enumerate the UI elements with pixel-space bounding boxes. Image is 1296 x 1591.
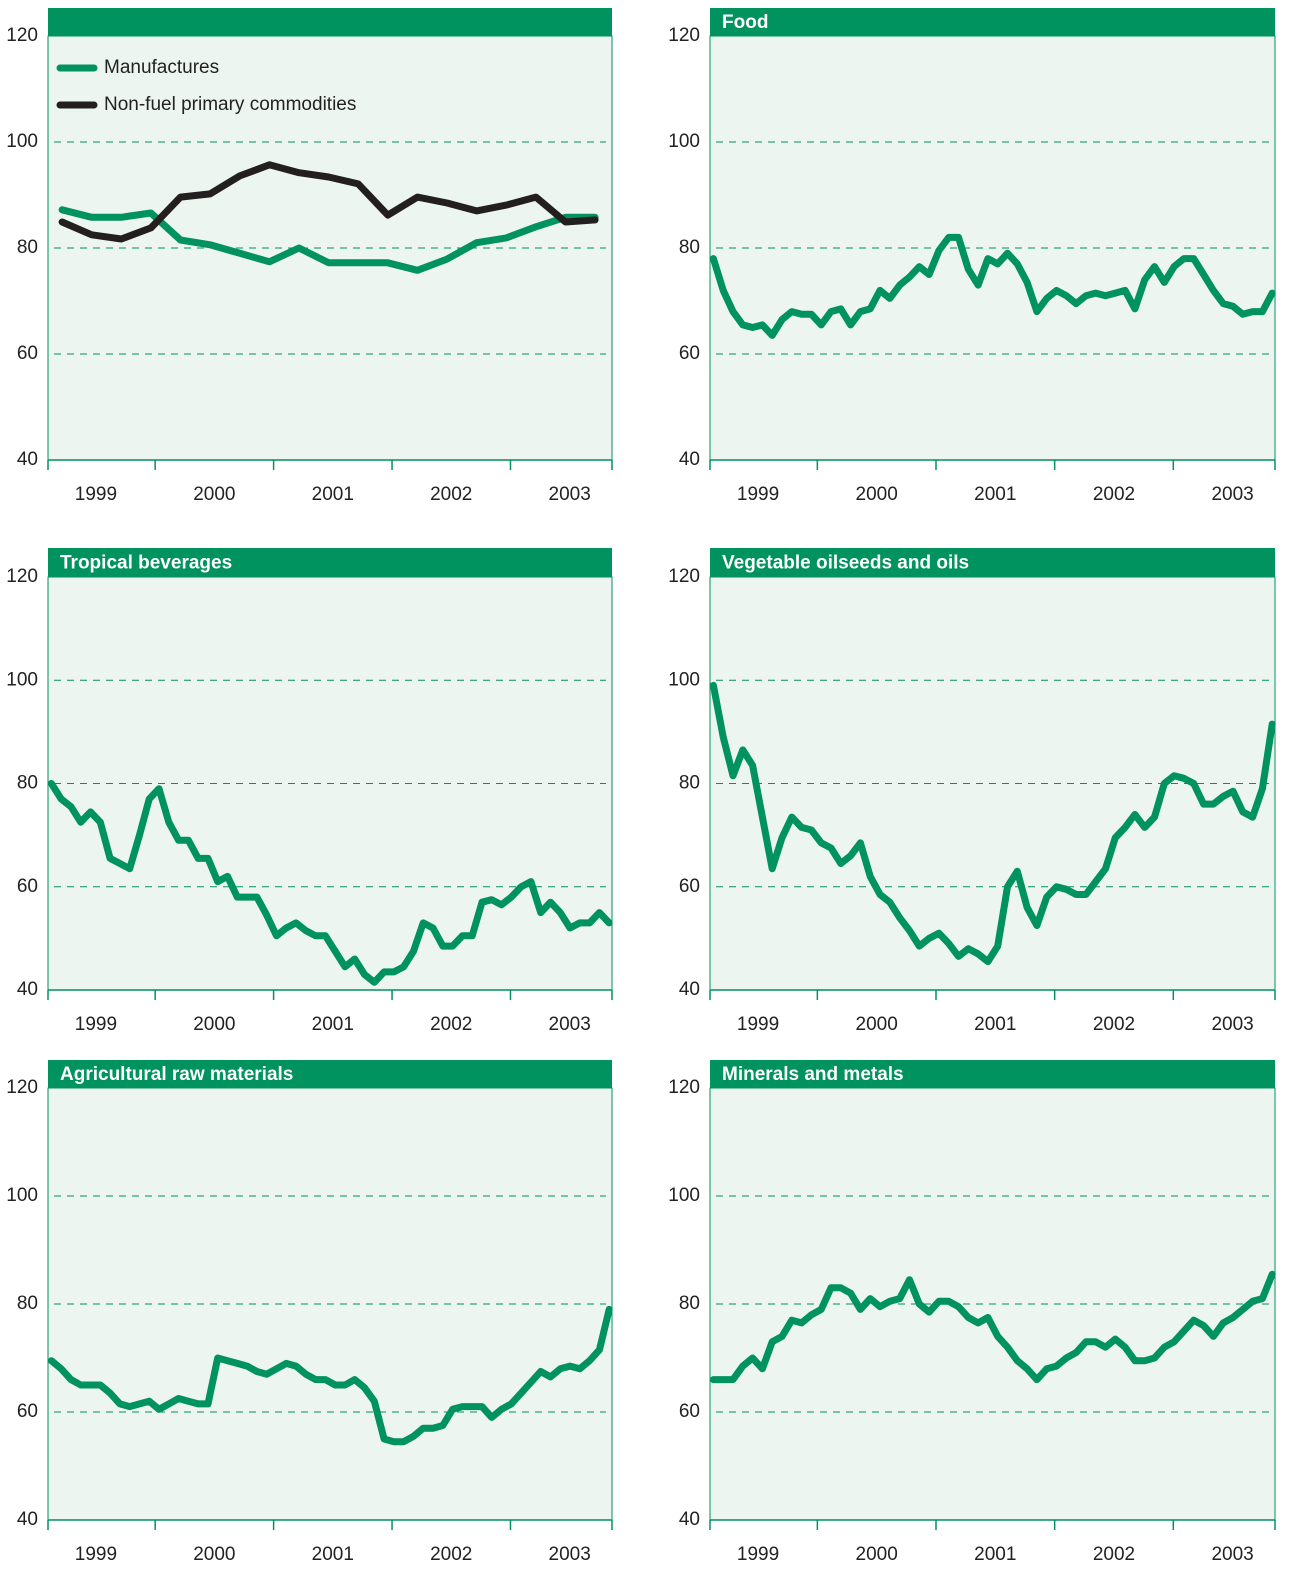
y-tick-label: 100 xyxy=(6,131,38,152)
y-tick-label: 60 xyxy=(17,876,38,897)
y-tick-label: 40 xyxy=(17,979,38,1000)
y-tick-label: 40 xyxy=(679,449,700,470)
panel-header xyxy=(710,548,1275,577)
data-line xyxy=(709,1270,1276,1384)
x-tick-label: 2000 xyxy=(856,1014,898,1035)
x-tick-label: 1999 xyxy=(75,484,117,505)
data-line xyxy=(58,161,599,243)
data-line xyxy=(58,206,599,274)
x-tick-label: 1999 xyxy=(737,484,779,505)
x-tick-label: 1999 xyxy=(737,1544,779,1565)
y-tick-label: 40 xyxy=(17,1509,38,1530)
panel-title: Agricultural raw materials xyxy=(60,1064,293,1085)
y-tick-label: 60 xyxy=(17,343,38,364)
panel-title: Food xyxy=(722,12,768,33)
y-tick-label: 120 xyxy=(668,1077,700,1098)
panel-header xyxy=(48,1060,612,1088)
x-tick-label: 2003 xyxy=(549,1544,591,1565)
x-tick-label: 2002 xyxy=(430,1014,472,1035)
x-tick-label: 2001 xyxy=(974,1014,1016,1035)
x-tick-label: 2000 xyxy=(193,1014,235,1035)
data-line xyxy=(709,681,1276,966)
x-tick-label: 1999 xyxy=(75,1014,117,1035)
panel-title: Minerals and metals xyxy=(722,1064,904,1085)
y-tick-label: 80 xyxy=(679,237,700,258)
y-tick-label: 120 xyxy=(668,25,700,46)
y-tick-label: 40 xyxy=(679,979,700,1000)
y-tick-label: 120 xyxy=(6,1077,38,1098)
y-tick-label: 80 xyxy=(17,1293,38,1314)
y-tick-label: 60 xyxy=(679,343,700,364)
y-tick-label: 60 xyxy=(679,1401,700,1422)
x-tick-label: 2003 xyxy=(1211,484,1253,505)
y-tick-label: 100 xyxy=(6,669,38,690)
y-tick-label: 60 xyxy=(17,1401,38,1422)
x-tick-label: 2000 xyxy=(193,1544,235,1565)
x-tick-label: 2001 xyxy=(312,1014,354,1035)
x-tick-label: 2001 xyxy=(312,1544,354,1565)
x-tick-label: 2002 xyxy=(430,484,472,505)
panel-header xyxy=(48,8,612,36)
y-tick-label: 40 xyxy=(679,1509,700,1530)
x-tick-label: 2002 xyxy=(430,1544,472,1565)
y-tick-label: 100 xyxy=(668,1185,700,1206)
y-tick-label: 80 xyxy=(679,773,700,794)
x-tick-label: 2003 xyxy=(549,1014,591,1035)
x-tick-label: 2000 xyxy=(856,484,898,505)
x-tick-label: 2003 xyxy=(549,484,591,505)
panel-header xyxy=(710,1060,1275,1088)
panel-header xyxy=(48,548,612,577)
y-tick-label: 80 xyxy=(679,1293,700,1314)
y-tick-label: 120 xyxy=(6,566,38,587)
y-tick-label: 120 xyxy=(6,25,38,46)
y-tick-label: 40 xyxy=(17,449,38,470)
data-line xyxy=(47,1305,613,1446)
y-tick-label: 60 xyxy=(679,876,700,897)
y-tick-label: 100 xyxy=(668,669,700,690)
panel-title: Tropical beverages xyxy=(60,553,232,574)
y-tick-label: 100 xyxy=(6,1185,38,1206)
x-tick-label: 2002 xyxy=(1093,1014,1135,1035)
y-tick-label: 80 xyxy=(17,237,38,258)
x-tick-label: 2001 xyxy=(312,484,354,505)
panel-title: Vegetable oilseeds and oils xyxy=(722,553,969,574)
x-tick-label: 1999 xyxy=(75,1544,117,1565)
y-tick-label: 120 xyxy=(668,566,700,587)
x-tick-label: 1999 xyxy=(737,1014,779,1035)
x-tick-label: 2000 xyxy=(193,484,235,505)
data-line xyxy=(709,233,1276,339)
data-line xyxy=(47,780,613,986)
x-tick-label: 2003 xyxy=(1211,1014,1253,1035)
x-tick-label: 2001 xyxy=(974,484,1016,505)
y-tick-label: 100 xyxy=(668,131,700,152)
panel-header xyxy=(710,8,1275,36)
x-tick-label: 2002 xyxy=(1093,1544,1135,1565)
x-tick-label: 2000 xyxy=(856,1544,898,1565)
legend-label: Non-fuel primary commodities xyxy=(104,94,356,115)
x-tick-label: 2001 xyxy=(974,1544,1016,1565)
x-tick-label: 2002 xyxy=(1093,484,1135,505)
x-tick-label: 2003 xyxy=(1211,1544,1253,1565)
legend-label: Manufactures xyxy=(104,57,219,78)
y-tick-label: 80 xyxy=(17,773,38,794)
